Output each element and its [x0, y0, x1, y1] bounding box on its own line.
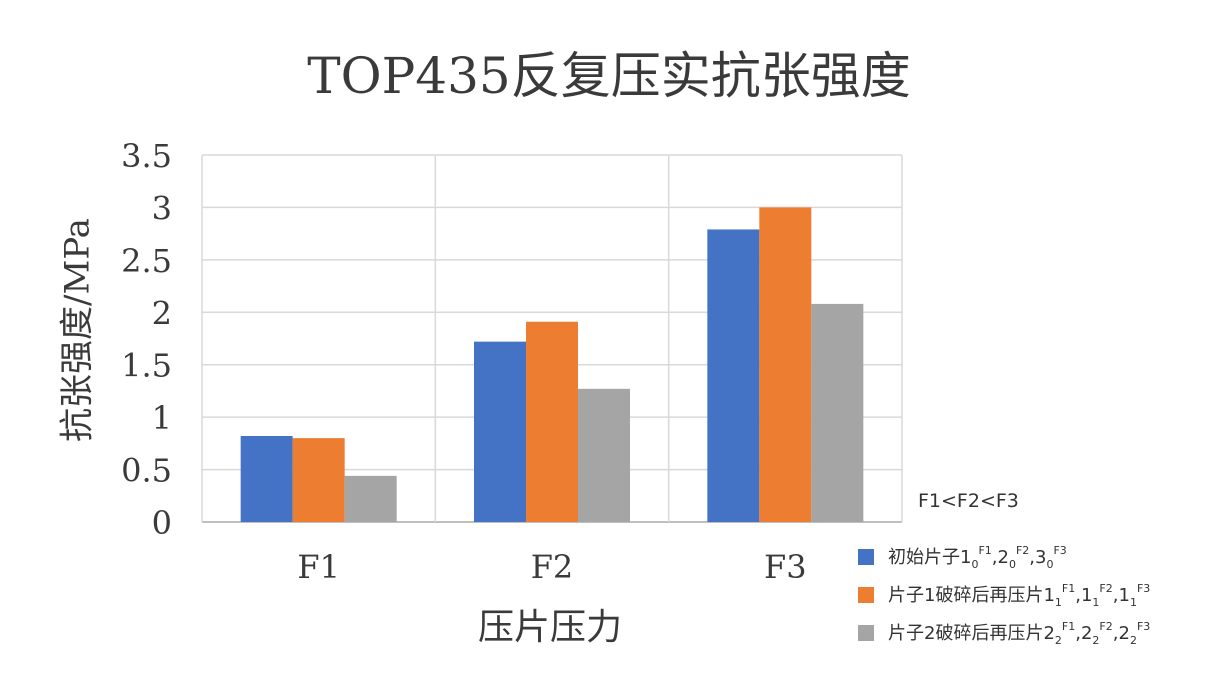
legend-superscript: F2 [1099, 620, 1113, 633]
chart-title: TOP435反复压实抗张强度 [307, 47, 911, 105]
legend-subscript: 0 [1046, 558, 1054, 571]
legend-label: 片子2破碎后再压片22F1,22F2,22F3 [888, 619, 1150, 647]
x-tick-label: F3 [764, 548, 807, 586]
legend-label-text: 片子2破碎后再压片 [888, 623, 1044, 644]
legend-subscript: 2 [1092, 634, 1100, 647]
bars [240, 207, 864, 522]
legend-subscript: 2 [1054, 634, 1062, 647]
legend-superscript: F2 [1015, 544, 1030, 557]
legend-label: 初始片子10F1,20F2,30F3 [888, 543, 1067, 571]
x-tick-labels: F1 F2 F3 [297, 548, 806, 586]
legend-term: 1 [1080, 585, 1093, 606]
legend-superscript: F3 [1136, 620, 1151, 633]
bar-F1-series-2 [292, 438, 345, 522]
legend-separator: , [1112, 623, 1119, 644]
legend-subscript: 2 [1129, 634, 1137, 647]
legend-separator: , [1075, 623, 1081, 644]
bar-F1-series-1 [240, 436, 293, 522]
legend-superscript: F1 [978, 544, 992, 557]
legend-item: 片子1破碎后再压片11F1,11F2,11F3 [858, 576, 1213, 614]
legend-subscript: 0 [1008, 558, 1016, 571]
legend-swatch [858, 549, 874, 565]
bar-F3-series-3 [811, 303, 864, 522]
legend-label: 片子1破碎后再压片11F1,11F2,11F3 [888, 581, 1150, 609]
bar-F3-series-2 [759, 207, 812, 522]
y-tick-label: 0 [152, 504, 172, 542]
bar-F2-series-2 [526, 321, 578, 522]
x-axis-label: 压片压力 [477, 607, 622, 648]
legend-term: 1 [1118, 585, 1130, 606]
y-tick-labels: 0 0.5 1 1.5 2 2.5 3 3.5 [121, 137, 172, 542]
legend-superscript: F1 [1061, 620, 1076, 633]
legend-term: 2 [997, 547, 1009, 568]
legend-superscript: F3 [1136, 582, 1151, 595]
y-tick-label: 0.5 [121, 452, 172, 490]
legend-term: 1 [960, 547, 972, 568]
y-tick-label: 3 [152, 189, 172, 227]
legend-label-text: 初始片子 [888, 547, 960, 568]
ordering-note: F1<F2<F3 [918, 490, 1019, 512]
legend-term: 2 [1080, 623, 1093, 644]
legend-separator: , [1112, 585, 1119, 606]
y-axis-label: 抗张强度/MPa [57, 218, 98, 442]
x-tick-label: F2 [531, 548, 574, 586]
legend-subscript: 1 [1129, 596, 1137, 609]
legend-separator: , [1029, 547, 1036, 568]
legend-subscript: 1 [1054, 596, 1062, 609]
legend-label-text: 片子1破碎后再压片 [888, 585, 1044, 606]
legend-superscript: F2 [1099, 582, 1113, 595]
x-tick-label: F1 [297, 548, 340, 586]
legend-item: 片子2破碎后再压片22F1,22F2,22F3 [858, 614, 1213, 652]
bar-F3-series-1 [707, 229, 760, 522]
legend-separator: , [991, 547, 998, 568]
legend-term: 3 [1035, 547, 1047, 568]
y-tick-label: 2.5 [121, 242, 172, 280]
legend-subscript: 1 [1092, 596, 1100, 609]
legend-swatch [858, 625, 874, 641]
y-tick-label: 1 [152, 399, 172, 437]
y-axis-label-wrap: 抗张强度/MPa [44, 140, 104, 520]
legend-term: 1 [1043, 585, 1055, 606]
legend: 初始片子10F1,20F2,30F3 片子1破碎后再压片11F1,11F2,11F… [858, 538, 1213, 652]
legend-item: 初始片子10F1,20F2,30F3 [858, 538, 1213, 576]
bar-F2-series-1 [474, 341, 526, 522]
legend-subscript: 0 [971, 558, 979, 571]
bar-F1-series-3 [344, 475, 397, 522]
legend-swatch [858, 587, 874, 603]
legend-term: 2 [1043, 623, 1055, 644]
bar-F2-series-3 [578, 388, 630, 522]
y-tick-label: 3.5 [121, 137, 172, 175]
y-tick-label: 2 [152, 294, 172, 332]
legend-superscript: F1 [1061, 582, 1076, 595]
legend-term: 2 [1118, 623, 1130, 644]
legend-superscript: F3 [1053, 544, 1067, 557]
y-tick-label: 1.5 [121, 347, 172, 385]
legend-separator: , [1075, 585, 1081, 606]
